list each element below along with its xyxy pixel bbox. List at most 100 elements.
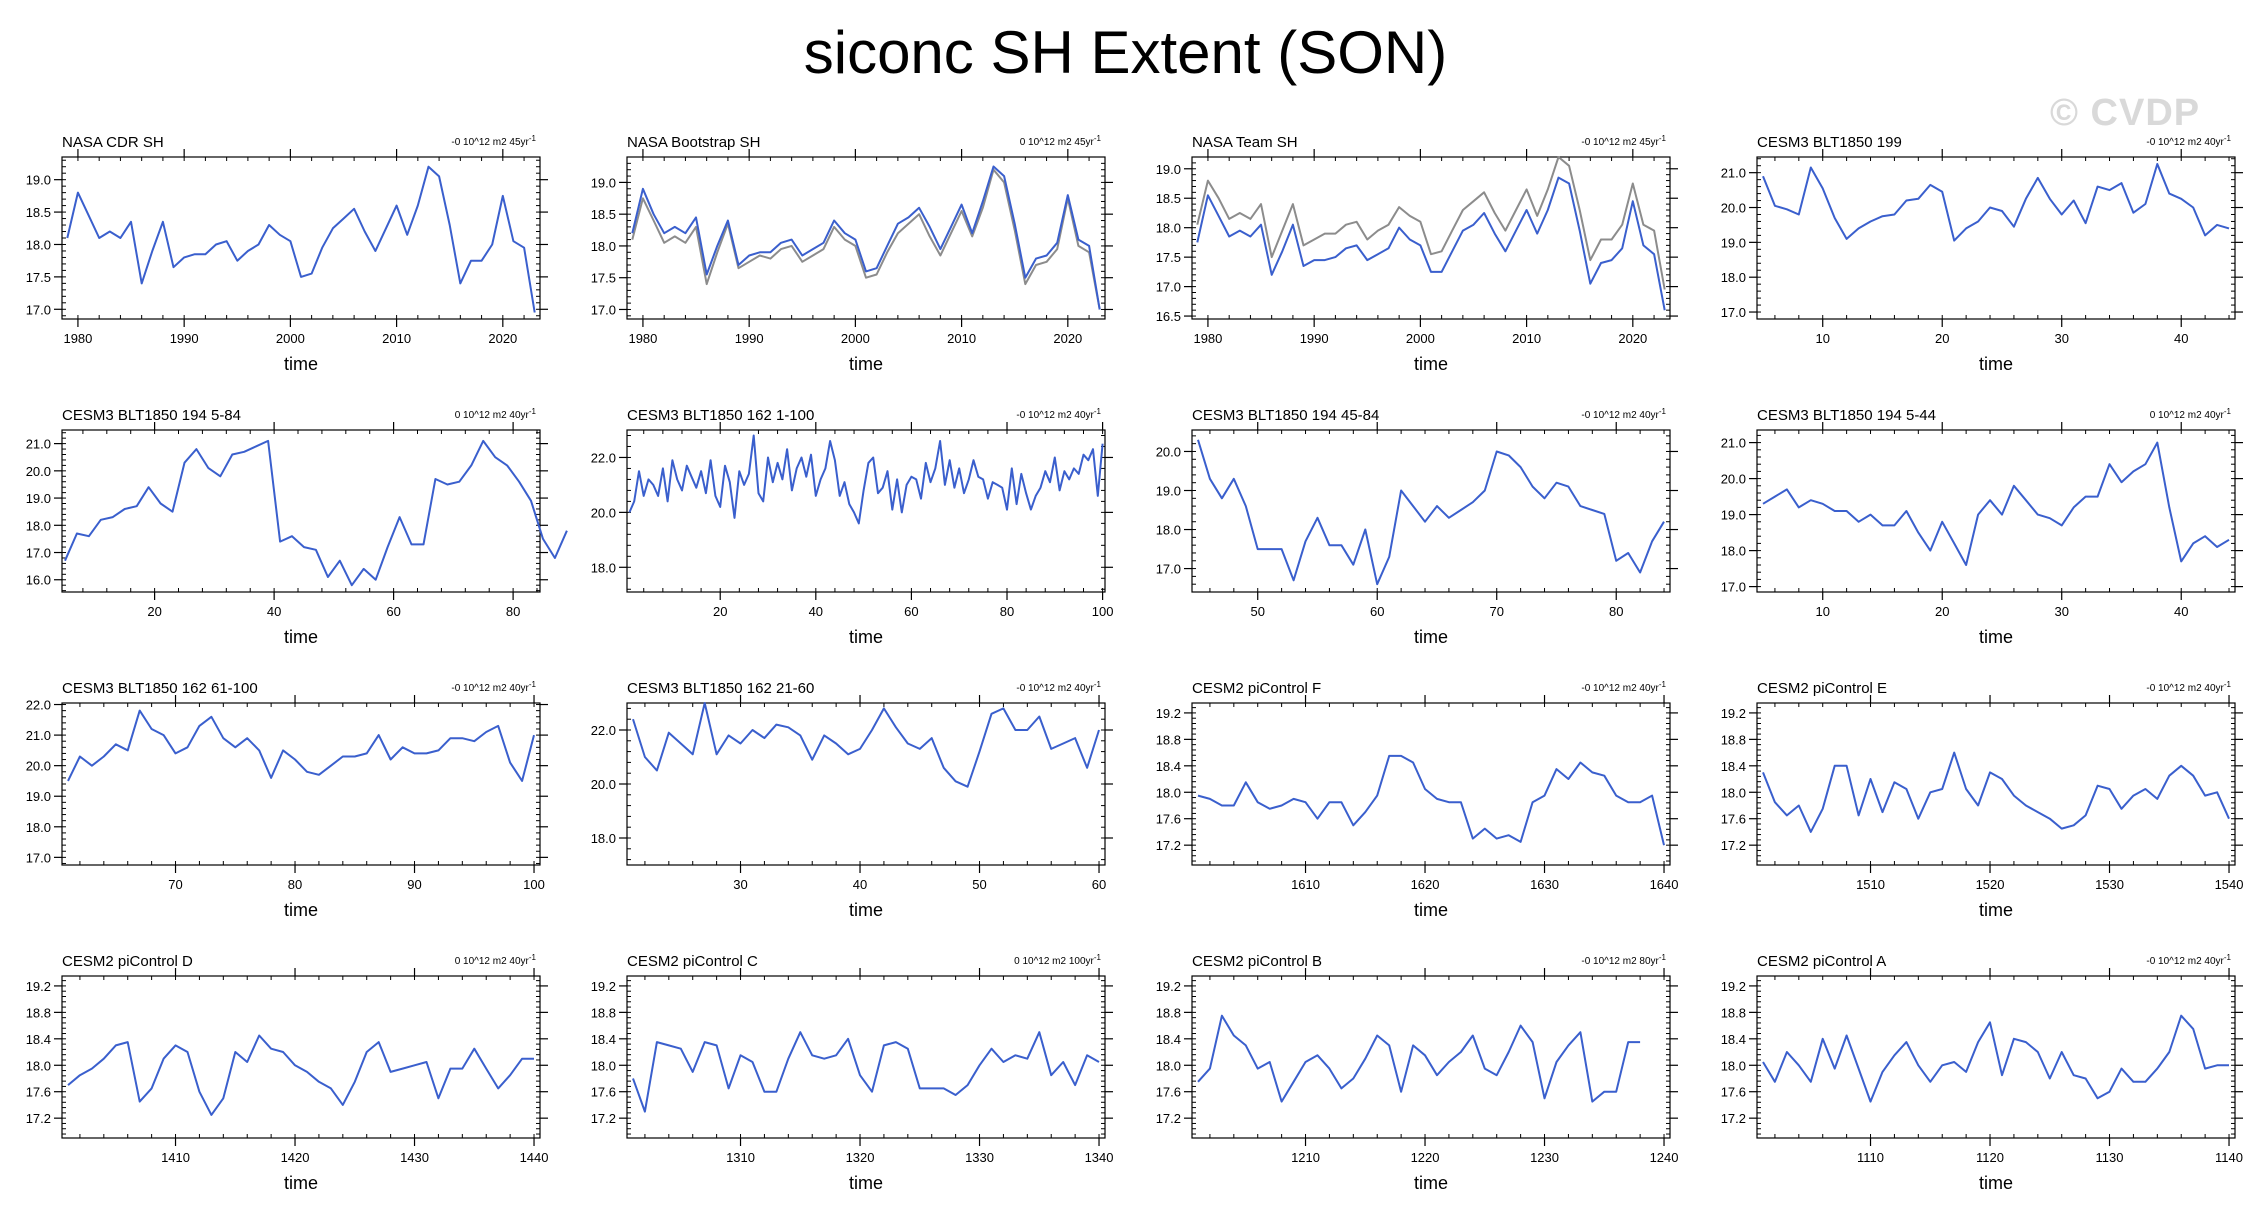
- series-line: [628, 434, 1104, 525]
- page-title: siconc SH Extent (SON): [803, 19, 1448, 86]
- x-tick-label: 80: [506, 604, 520, 619]
- trend-label: -0 10^12 m2 80yr-1: [1581, 953, 1666, 967]
- y-tick-label: 18.4: [26, 1032, 51, 1047]
- y-tick-label: 18.4: [591, 1032, 616, 1047]
- panel-title: CESM3 BLT1850 194 45-84: [1192, 407, 1379, 424]
- series-line: [66, 165, 536, 313]
- x-tick-label: 1110: [1857, 1150, 1884, 1165]
- y-tick-label: 17.0: [26, 546, 51, 561]
- panel-title: CESM2 piControl F: [1192, 680, 1321, 697]
- chart-panel: NASA Team SH -0 10^12 m2 45yr-1 16.5 17.0 17…: [1156, 134, 1678, 374]
- plot-frame: [1191, 975, 1671, 1139]
- y-tick-label: 17.6: [1721, 1085, 1746, 1100]
- x-tick-label: 2010: [1512, 331, 1541, 346]
- y-tick-label: 17.0: [26, 850, 51, 865]
- x-tick-label: 70: [168, 877, 182, 892]
- x-tick-label: 1980: [1193, 331, 1222, 346]
- series-line: [1197, 754, 1665, 846]
- y-tick-label: 17.2: [1721, 838, 1746, 853]
- plot-frame: [61, 975, 541, 1139]
- x-tick-label: 40: [267, 604, 281, 619]
- x-tick-label: 20: [713, 604, 727, 619]
- x-tick-label: 1620: [1411, 877, 1440, 892]
- x-axis-label: time: [1414, 627, 1448, 647]
- x-tick-label: 1990: [735, 331, 764, 346]
- x-tick-label: 100: [1092, 604, 1114, 619]
- trend-label: -0 10^12 m2 40yr-1: [2146, 680, 2231, 694]
- x-axis-label: time: [1414, 354, 1448, 374]
- plot-frame: [626, 429, 1106, 593]
- x-tick-label: 10: [1815, 604, 1829, 619]
- y-tick-label: 17.0: [591, 302, 616, 317]
- x-tick-label: 1230: [1530, 1150, 1559, 1165]
- x-tick-label: 1140: [2215, 1150, 2243, 1165]
- trend-label: -0 10^12 m2 40yr-1: [1016, 680, 1101, 694]
- x-tick-label: 2020: [488, 331, 517, 346]
- plot-frame: [626, 975, 1106, 1139]
- x-axis-label: time: [1979, 627, 2013, 647]
- trend-exponent: -1: [529, 953, 537, 962]
- panel-title: CESM3 BLT1850 162 61-100: [62, 680, 258, 697]
- y-tick-label: 18.0: [1721, 544, 1746, 559]
- series-line: [1196, 176, 1666, 311]
- x-tick-label: 60: [386, 604, 400, 619]
- panel-title: CESM2 piControl C: [627, 953, 758, 970]
- y-tick-label: 18.4: [1156, 1032, 1181, 1047]
- trend-label: 0 10^12 m2 40yr-1: [2150, 407, 2232, 421]
- y-tick-label: 17.5: [1156, 250, 1181, 265]
- series-line: [632, 1031, 1100, 1113]
- x-tick-label: 1340: [1085, 1150, 1114, 1165]
- y-tick-label: 19.2: [1156, 979, 1181, 994]
- trend-exponent: -1: [2224, 407, 2232, 416]
- trend-label: -0 10^12 m2 40yr-1: [2146, 953, 2231, 967]
- y-tick-label: 18.0: [1156, 1058, 1181, 1073]
- chart-panel: CESM3 BLT1850 194 45-84 -0 10^12 m2 40yr-…: [1156, 407, 1678, 647]
- y-tick-label: 19.0: [591, 175, 616, 190]
- series-line: [64, 439, 568, 587]
- y-tick-label: 19.0: [1721, 235, 1746, 250]
- chart-panel: CESM2 piControl A -0 10^12 m2 40yr-1 17.2 1…: [1721, 953, 2243, 1193]
- trend-exponent: -1: [1094, 953, 1102, 962]
- trend-label: -0 10^12 m2 40yr-1: [2146, 134, 2231, 148]
- y-tick-label: 17.2: [591, 1111, 616, 1126]
- x-tick-label: 20: [1935, 331, 1949, 346]
- y-tick-label: 18.0: [26, 820, 51, 835]
- trend-label: -0 10^12 m2 40yr-1: [1581, 407, 1666, 421]
- x-tick-label: 100: [523, 877, 545, 892]
- y-tick-label: 18.5: [26, 205, 51, 220]
- y-tick-label: 18.8: [591, 1005, 616, 1020]
- trend-exponent: -1: [529, 134, 537, 143]
- x-tick-label: 2020: [1053, 331, 1082, 346]
- x-tick-label: 1420: [281, 1150, 310, 1165]
- panel-title: CESM2 piControl E: [1757, 680, 1887, 697]
- x-axis-label: time: [284, 1173, 318, 1193]
- chart-panel: CESM2 piControl E -0 10^12 m2 40yr-1 17.2 1…: [1721, 680, 2244, 920]
- series-line: [1196, 156, 1666, 290]
- y-tick-label: 22.0: [591, 723, 616, 738]
- y-tick-label: 18.0: [591, 1058, 616, 1073]
- x-tick-label: 1640: [1650, 877, 1679, 892]
- x-tick-label: 1120: [1976, 1150, 2004, 1165]
- y-tick-label: 18.4: [1156, 759, 1181, 774]
- y-tick-label: 18.5: [1156, 191, 1181, 206]
- y-tick-label: 19.0: [26, 491, 51, 506]
- y-tick-label: 20.0: [591, 505, 616, 520]
- x-tick-label: 1240: [1650, 1150, 1679, 1165]
- series-line: [631, 168, 1101, 310]
- y-tick-label: 18.8: [26, 1005, 51, 1020]
- series-line: [1762, 1014, 2229, 1103]
- x-tick-label: 1210: [1291, 1150, 1320, 1165]
- y-tick-label: 18.8: [1156, 1005, 1181, 1020]
- y-tick-label: 17.2: [1721, 1111, 1746, 1126]
- plot-frame: [61, 429, 541, 593]
- x-tick-label: 1990: [170, 331, 199, 346]
- series-line: [1762, 163, 2230, 242]
- series-line: [67, 709, 535, 782]
- y-tick-label: 18.0: [26, 237, 51, 252]
- panel-title: CESM3 BLT1850 162 1-100: [627, 407, 814, 424]
- x-tick-label: 1630: [1530, 877, 1559, 892]
- panel-title: CESM3 BLT1850 162 21-60: [627, 680, 814, 697]
- y-tick-label: 18.0: [591, 560, 616, 575]
- trend-exponent: -1: [2224, 680, 2232, 689]
- trend-exponent: -1: [529, 407, 537, 416]
